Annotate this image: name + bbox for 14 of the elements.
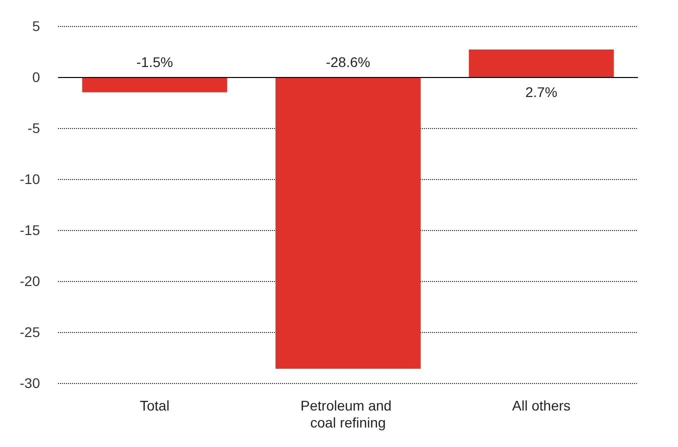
x-tick-label: Total (140, 398, 170, 414)
data-label: -1.5% (136, 54, 173, 70)
y-tick-label: 0 (32, 69, 40, 85)
data-label: -28.6% (326, 54, 370, 70)
x-tick-label: All others (512, 398, 571, 414)
y-tick-label: -25 (20, 324, 40, 340)
y-tick-label: -10 (20, 171, 40, 187)
y-tick-label: 5 (32, 18, 40, 34)
y-tick-label: -15 (20, 222, 40, 238)
x-tick-label: Petroleum and coal refining (300, 398, 396, 430)
y-tick-label: -20 (20, 273, 40, 289)
y-tick-label: -30 (20, 375, 40, 391)
y-tick-label: -5 (28, 120, 40, 136)
data-label: 2.7% (525, 84, 558, 100)
